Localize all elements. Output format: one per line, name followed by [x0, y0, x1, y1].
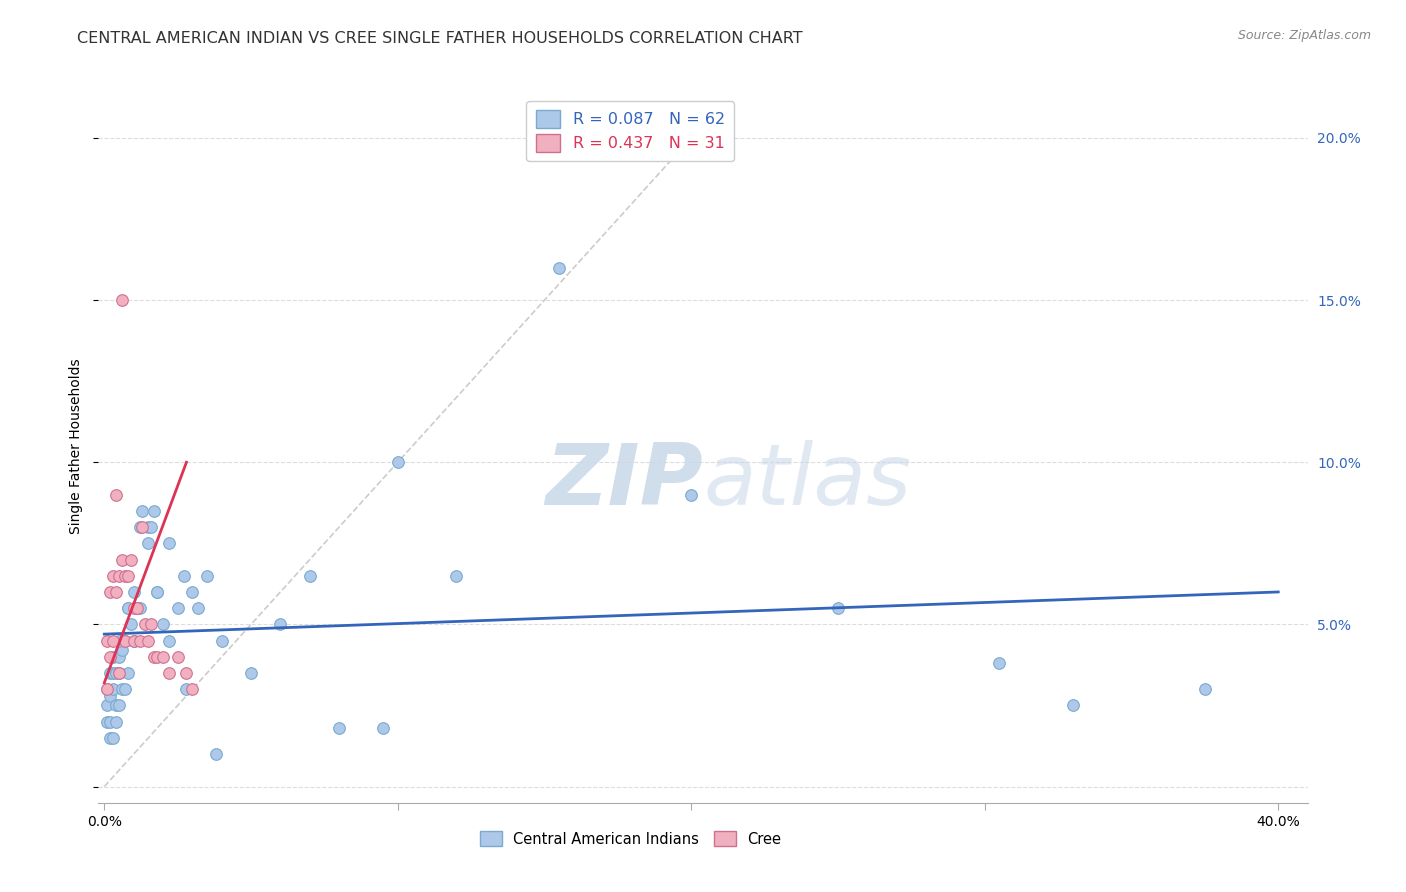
Central American Indians — [166, 601, 188, 615]
Central American Indians — [328, 721, 350, 735]
Central American Indians — [157, 536, 180, 550]
Central American Indians — [136, 536, 159, 550]
Central American Indians — [131, 504, 153, 518]
Central American Indians — [181, 585, 204, 599]
Cree — [117, 568, 139, 582]
Central American Indians — [152, 617, 174, 632]
Central American Indians — [98, 666, 121, 681]
Central American Indians — [101, 649, 124, 664]
Central American Indians — [136, 520, 159, 534]
Central American Indians — [108, 666, 131, 681]
Cree — [131, 520, 153, 534]
Central American Indians — [173, 568, 195, 582]
Central American Indians — [371, 721, 394, 735]
Central American Indians — [98, 714, 121, 729]
Central American Indians — [108, 649, 131, 664]
Central American Indians — [128, 520, 150, 534]
Legend: Central American Indians, Cree: Central American Indians, Cree — [474, 825, 787, 853]
Central American Indians — [108, 698, 131, 713]
Central American Indians — [96, 714, 118, 729]
Central American Indians — [117, 666, 139, 681]
Central American Indians — [117, 601, 139, 615]
Central American Indians — [105, 714, 128, 729]
Central American Indians — [111, 643, 134, 657]
Cree — [114, 568, 136, 582]
Central American Indians — [269, 617, 291, 632]
Cree — [152, 649, 174, 664]
Central American Indians — [548, 260, 571, 275]
Central American Indians — [446, 568, 468, 582]
Central American Indians — [176, 682, 198, 697]
Central American Indians — [187, 601, 209, 615]
Cree — [122, 601, 145, 615]
Central American Indians — [98, 731, 121, 745]
Central American Indians — [122, 633, 145, 648]
Central American Indians — [143, 504, 166, 518]
Central American Indians — [988, 657, 1011, 671]
Central American Indians — [204, 747, 226, 761]
Central American Indians — [108, 633, 131, 648]
Cree — [111, 552, 134, 566]
Y-axis label: Single Father Households: Single Father Households — [69, 359, 83, 533]
Cree — [108, 568, 131, 582]
Central American Indians — [101, 666, 124, 681]
Cree — [114, 633, 136, 648]
Central American Indians — [125, 601, 148, 615]
Cree — [122, 633, 145, 648]
Central American Indians — [122, 585, 145, 599]
Text: Source: ZipAtlas.com: Source: ZipAtlas.com — [1237, 29, 1371, 42]
Cree — [157, 666, 180, 681]
Cree — [181, 682, 204, 697]
Cree — [134, 617, 156, 632]
Central American Indians — [146, 585, 169, 599]
Text: ZIP: ZIP — [546, 440, 703, 524]
Central American Indians — [146, 585, 169, 599]
Cree — [105, 585, 128, 599]
Central American Indians — [681, 488, 703, 502]
Central American Indians — [195, 568, 218, 582]
Cree — [111, 293, 134, 307]
Central American Indians — [96, 698, 118, 713]
Central American Indians — [117, 601, 139, 615]
Cree — [125, 601, 148, 615]
Central American Indians — [105, 666, 128, 681]
Cree — [98, 585, 121, 599]
Central American Indians — [1062, 698, 1084, 713]
Cree — [108, 666, 131, 681]
Central American Indians — [157, 633, 180, 648]
Central American Indians — [105, 698, 128, 713]
Central American Indians — [96, 682, 118, 697]
Central American Indians — [827, 601, 849, 615]
Cree — [101, 633, 124, 648]
Central American Indians — [141, 520, 163, 534]
Cree — [143, 649, 166, 664]
Cree — [136, 633, 159, 648]
Central American Indians — [387, 455, 409, 469]
Cree — [101, 568, 124, 582]
Cree — [96, 633, 118, 648]
Central American Indians — [240, 666, 263, 681]
Text: atlas: atlas — [703, 440, 911, 524]
Central American Indians — [98, 689, 121, 703]
Cree — [98, 649, 121, 664]
Cree — [128, 633, 150, 648]
Central American Indians — [211, 633, 233, 648]
Central American Indians — [101, 682, 124, 697]
Cree — [96, 682, 118, 697]
Cree — [105, 488, 128, 502]
Text: CENTRAL AMERICAN INDIAN VS CREE SINGLE FATHER HOUSEHOLDS CORRELATION CHART: CENTRAL AMERICAN INDIAN VS CREE SINGLE F… — [77, 31, 803, 46]
Cree — [120, 552, 142, 566]
Central American Indians — [120, 617, 142, 632]
Cree — [166, 649, 188, 664]
Cree — [176, 666, 198, 681]
Central American Indians — [128, 601, 150, 615]
Central American Indians — [298, 568, 321, 582]
Central American Indians — [114, 633, 136, 648]
Central American Indians — [101, 731, 124, 745]
Cree — [146, 649, 169, 664]
Cree — [141, 617, 163, 632]
Central American Indians — [114, 682, 136, 697]
Central American Indians — [111, 682, 134, 697]
Central American Indians — [1194, 682, 1216, 697]
